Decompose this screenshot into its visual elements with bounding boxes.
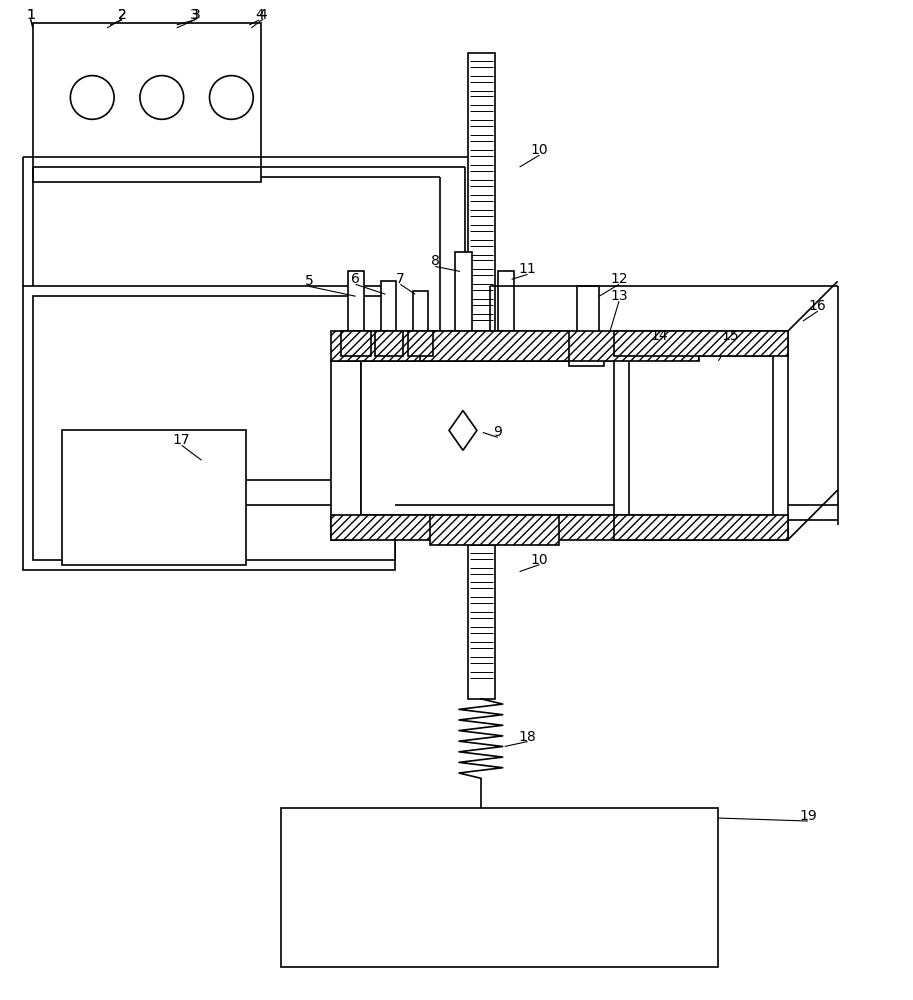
Bar (62, 430, 247, 565)
Bar (331, 361, 361, 540)
Bar (33, 296, 395, 560)
Text: 17: 17 (173, 433, 191, 447)
Bar (375, 331, 404, 356)
Text: 12: 12 (610, 272, 628, 286)
Text: 7: 7 (396, 272, 404, 286)
Bar (468, 53, 495, 341)
Text: 18: 18 (519, 730, 537, 744)
Bar (348, 271, 363, 331)
Text: 4: 4 (255, 8, 264, 22)
Text: 3: 3 (193, 8, 201, 22)
Text: 15: 15 (721, 329, 740, 343)
Text: 3: 3 (190, 8, 199, 22)
Bar (614, 515, 788, 540)
Bar (361, 361, 668, 515)
Text: 1: 1 (26, 8, 35, 22)
Bar (23, 286, 395, 570)
Text: 9: 9 (493, 425, 502, 439)
Text: 19: 19 (799, 809, 817, 823)
Bar (331, 331, 698, 361)
Text: 5: 5 (305, 274, 313, 288)
Bar (668, 361, 698, 540)
Polygon shape (449, 411, 477, 450)
Text: 1: 1 (26, 8, 35, 22)
Bar (430, 515, 560, 545)
Bar (455, 252, 472, 361)
Bar (468, 545, 495, 699)
Text: 2: 2 (118, 8, 126, 22)
Text: 10: 10 (530, 553, 549, 567)
Bar (331, 515, 698, 540)
Bar (570, 356, 604, 366)
Bar (617, 341, 629, 440)
Text: 14: 14 (650, 329, 667, 343)
Bar (420, 331, 570, 361)
Text: 11: 11 (519, 262, 537, 276)
Bar (414, 291, 428, 331)
Bar (614, 331, 788, 540)
Bar (498, 271, 514, 361)
Text: 4: 4 (258, 8, 268, 22)
Text: 2: 2 (118, 8, 126, 22)
Text: 8: 8 (431, 254, 439, 268)
Bar (382, 281, 396, 331)
Bar (341, 331, 371, 356)
Text: 6: 6 (352, 272, 360, 286)
Bar (408, 331, 433, 356)
Bar (614, 331, 788, 356)
Text: 13: 13 (610, 289, 628, 303)
Bar (629, 356, 773, 515)
Bar (281, 808, 719, 967)
Bar (577, 286, 599, 361)
Bar (33, 23, 261, 182)
Text: 16: 16 (809, 299, 826, 313)
Text: 10: 10 (530, 143, 549, 157)
